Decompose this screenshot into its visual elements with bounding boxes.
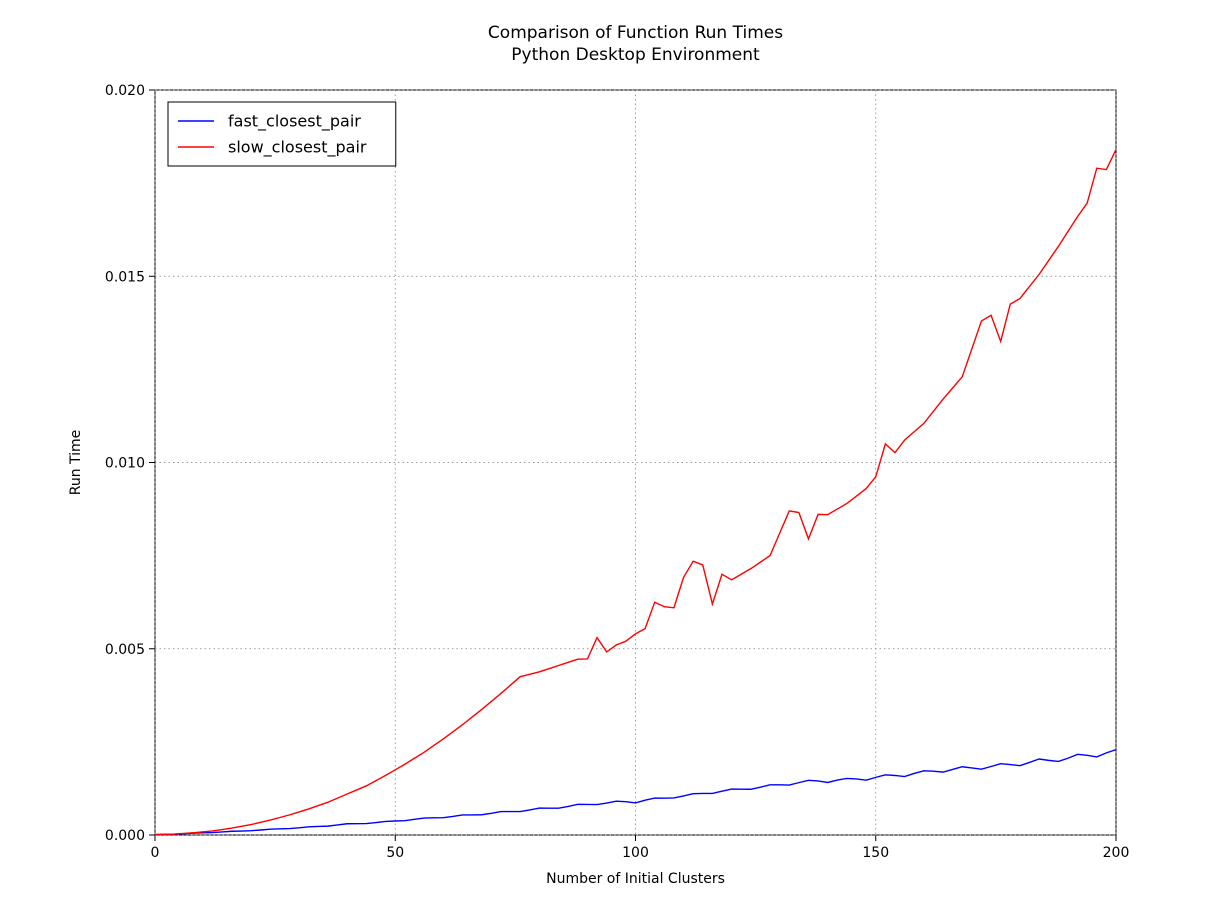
x-tick-label: 200 [1103, 845, 1130, 861]
y-tick-label: 0.000 [105, 828, 145, 844]
y-axis-label: Run Time [68, 430, 84, 496]
chart-title-line2: Python Desktop Environment [511, 45, 760, 65]
x-tick-label: 0 [151, 845, 160, 861]
chart-container: 0 50 100 150 200 Number of Initial Clusters 0.… [0, 0, 1230, 907]
chart-svg: 0 50 100 150 200 Number of Initial Clusters 0.… [0, 0, 1230, 907]
y-tick-label: 0.005 [105, 642, 145, 658]
legend-label: slow_closest_pair [228, 138, 367, 158]
y-tick-label: 0.020 [105, 83, 145, 99]
y-tick-label: 0.015 [105, 269, 145, 285]
legend-label: fast_closest_pair [228, 112, 361, 132]
x-tick-label: 150 [862, 845, 889, 861]
x-axis-label: Number of Initial Clusters [546, 871, 725, 887]
y-tick-label: 0.010 [105, 456, 145, 472]
chart-title-line1: Comparison of Function Run Times [488, 23, 783, 43]
x-tick-label: 50 [386, 845, 404, 861]
x-tick-label: 100 [622, 845, 649, 861]
